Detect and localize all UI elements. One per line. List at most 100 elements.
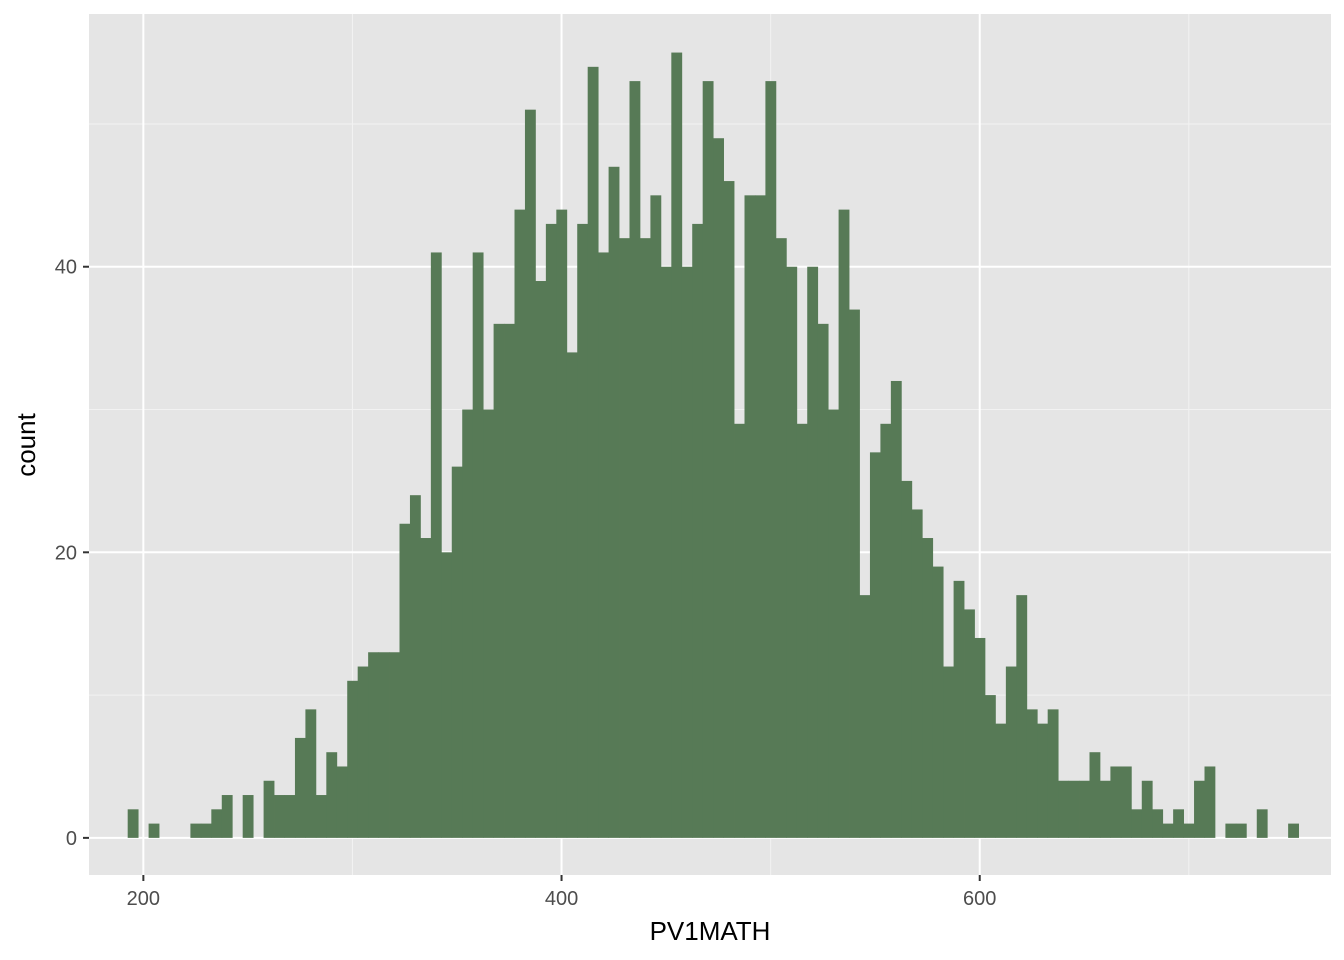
histogram-bar — [974, 637, 986, 838]
x-axis: 200 400 600 — [127, 875, 996, 910]
histogram-bar — [932, 566, 944, 838]
histogram-bar — [838, 209, 850, 838]
histogram-bar — [880, 423, 892, 838]
histogram-bar — [378, 652, 390, 838]
histogram-bar — [1037, 723, 1049, 838]
histogram-bar — [389, 652, 400, 838]
histogram-bar — [650, 195, 662, 838]
histogram-bar — [315, 795, 327, 838]
histogram-bar — [221, 795, 233, 838]
histogram-bar — [284, 795, 296, 838]
histogram-bar — [524, 109, 536, 838]
histogram-bar — [911, 509, 923, 838]
histogram-bar — [796, 423, 808, 838]
histogram-bars — [127, 52, 1299, 838]
histogram-bar — [828, 409, 839, 838]
y-tick-label: 40 — [55, 257, 77, 279]
histogram-bar — [211, 809, 223, 838]
histogram-bar — [984, 695, 996, 838]
histogram-bar — [744, 195, 756, 838]
histogram-bar — [629, 81, 641, 838]
histogram-bar — [943, 666, 954, 838]
histogram-bar — [148, 823, 160, 838]
histogram-bar — [964, 609, 975, 838]
histogram-bar — [190, 823, 202, 838]
histogram-bar — [451, 466, 463, 838]
histogram-bar — [577, 223, 589, 838]
histogram-bar — [545, 223, 557, 838]
histogram-bar — [1235, 823, 1247, 838]
histogram-bar — [1288, 823, 1299, 838]
y-tick-label: 0 — [66, 828, 77, 850]
histogram-bar — [1089, 752, 1101, 838]
histogram-bar — [1194, 780, 1205, 838]
histogram-bar — [849, 309, 860, 838]
histogram-bar — [859, 595, 871, 838]
histogram-bar — [1131, 809, 1143, 838]
histogram-bar — [1058, 780, 1069, 838]
histogram-bar — [347, 680, 359, 838]
histogram-bar — [430, 252, 442, 838]
histogram-bar — [1047, 709, 1059, 838]
histogram-bar — [556, 209, 568, 838]
histogram-bar — [305, 709, 317, 838]
histogram-bar — [713, 138, 724, 838]
histogram-bar — [786, 266, 798, 838]
histogram-bar — [817, 323, 829, 838]
histogram-bar — [1110, 766, 1122, 838]
histogram-bar — [535, 281, 547, 838]
histogram-bar — [336, 766, 348, 838]
histogram-bar — [462, 409, 474, 838]
histogram-bar — [671, 52, 683, 838]
histogram-bar — [1068, 780, 1080, 838]
histogram-bar — [127, 809, 139, 838]
histogram-bar — [1173, 809, 1184, 838]
histogram-bar — [765, 81, 777, 838]
histogram-bar — [357, 666, 369, 838]
histogram-bar — [1099, 780, 1111, 838]
histogram-bar — [598, 252, 609, 838]
histogram-bar — [1141, 780, 1153, 838]
histogram-bar — [200, 823, 212, 838]
histogram-bar — [483, 409, 494, 838]
histogram-bar — [1204, 766, 1216, 838]
histogram-bar — [1256, 809, 1268, 838]
histogram-bar — [274, 795, 285, 838]
histogram-bar — [504, 323, 515, 838]
histogram-bar — [1120, 766, 1132, 838]
histogram-bar — [890, 380, 902, 838]
x-tick-label: 600 — [963, 888, 996, 910]
x-tick-label: 200 — [127, 888, 160, 910]
histogram-bar — [660, 266, 672, 838]
x-axis-title: PV1MATH — [650, 916, 771, 946]
histogram-bar — [754, 195, 766, 838]
histogram-bar — [922, 538, 934, 838]
histogram-bar — [901, 480, 913, 838]
y-tick-label: 20 — [55, 542, 77, 564]
histogram-bar — [1016, 595, 1028, 838]
histogram-bar — [1005, 666, 1017, 838]
histogram-bar — [608, 166, 620, 838]
histogram-bar — [807, 266, 819, 838]
histogram-bar — [263, 780, 275, 838]
histogram-bar — [1079, 780, 1090, 838]
histogram-bar — [399, 523, 411, 838]
y-axis: 0 20 40 — [55, 257, 89, 850]
histogram-bar — [1152, 809, 1164, 838]
histogram-bar — [869, 452, 881, 838]
histogram-bar — [242, 795, 254, 838]
histogram-bar — [1183, 823, 1195, 838]
histogram-bar — [587, 66, 599, 838]
histogram-bar — [681, 266, 693, 838]
histogram-bar — [723, 181, 735, 838]
histogram-bar — [472, 252, 484, 838]
histogram-bar — [692, 223, 704, 838]
y-axis-title: count — [11, 412, 41, 476]
histogram-bar — [775, 238, 787, 838]
histogram-bar — [420, 538, 432, 838]
histogram-bar — [953, 580, 965, 838]
histogram-bar — [702, 81, 714, 838]
histogram-bar — [734, 423, 745, 838]
histogram-bar — [566, 352, 578, 838]
